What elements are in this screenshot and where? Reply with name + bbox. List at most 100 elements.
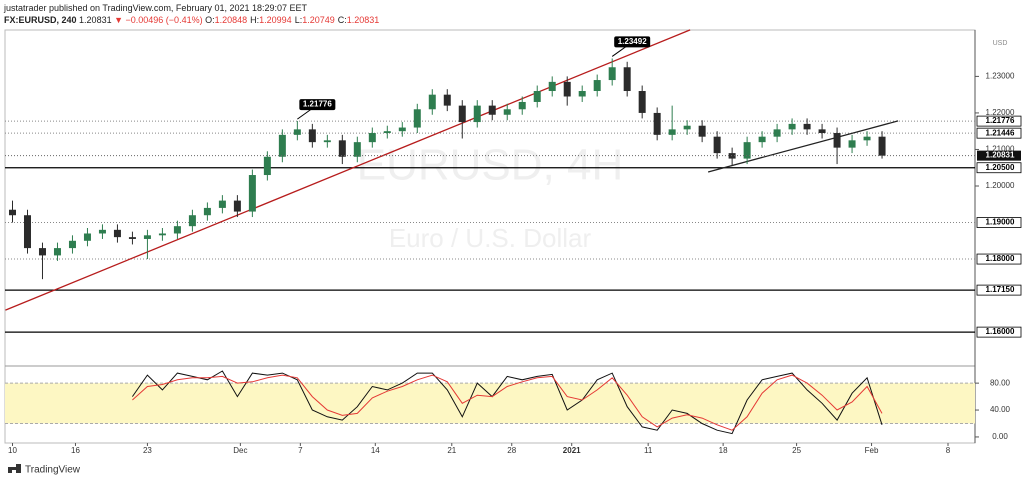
candle-body xyxy=(203,207,211,216)
ohlc-value: 1.20831 xyxy=(346,15,380,25)
candle-body xyxy=(83,233,91,241)
candle-body xyxy=(803,123,811,130)
x-tick-label: 18 xyxy=(719,446,728,455)
y-tick-label: 1.22000 xyxy=(986,108,1015,117)
candle-body xyxy=(458,105,466,123)
level-label: 1.21446 xyxy=(986,128,1015,137)
x-tick-label: 7 xyxy=(298,446,303,455)
candle-body xyxy=(113,229,121,238)
symbol: FX:EURUSD, 240 xyxy=(4,15,77,25)
candle-body xyxy=(38,248,46,256)
ohlc-label: C: xyxy=(337,15,347,25)
x-tick-label: 2021 xyxy=(563,446,581,455)
candle-body xyxy=(8,209,16,216)
candle-body xyxy=(353,142,361,157)
candle-body xyxy=(68,240,76,249)
candle-body xyxy=(818,129,826,134)
candle-body xyxy=(158,233,166,236)
level-label-box xyxy=(976,115,1022,127)
last-price-box xyxy=(977,150,1021,161)
x-tick-label: 11 xyxy=(644,446,653,455)
candle-body xyxy=(833,133,841,148)
watermark-subtitle: Euro / U.S. Dollar xyxy=(389,223,592,253)
candle-body xyxy=(488,105,496,115)
candle-body xyxy=(548,81,556,92)
candle-body xyxy=(578,91,586,97)
candle-body xyxy=(263,156,271,176)
ohlc: O:1.20848 H:1.20994 L:1.20749 C:1.20831 xyxy=(205,15,382,25)
candle-body xyxy=(623,67,631,92)
candle-body xyxy=(278,134,286,157)
stoch-line xyxy=(131,370,883,435)
watermark-title: EURUSD, 4H xyxy=(357,141,624,190)
header: justatrader published on TradingView.com… xyxy=(4,2,382,26)
candle-body xyxy=(188,215,196,227)
candle-body xyxy=(653,112,661,135)
candle-body xyxy=(143,235,151,239)
candle-body xyxy=(128,237,136,239)
level-label: 1.16000 xyxy=(986,327,1015,336)
level-label-box xyxy=(976,162,1022,174)
level-label-box xyxy=(976,284,1022,296)
callout-label: 1.21776 xyxy=(303,100,332,109)
author-line: justatrader published on TradingView.com… xyxy=(4,3,308,13)
candle-body xyxy=(638,91,646,113)
candle-body xyxy=(848,140,856,148)
stoch-line xyxy=(132,374,883,431)
candle-body xyxy=(788,123,796,130)
ohlc-label: L: xyxy=(294,15,303,25)
candle-body xyxy=(368,133,376,143)
candle-body xyxy=(533,91,541,102)
last-price-label: 1.20831 xyxy=(986,151,1015,160)
level-label-box xyxy=(976,253,1022,265)
candle-body xyxy=(518,101,526,110)
candle-body xyxy=(308,129,316,143)
candle-body xyxy=(293,129,301,135)
level-label: 1.17150 xyxy=(986,285,1015,294)
candle-body xyxy=(668,129,676,135)
ohlc-value: 1.20994 xyxy=(259,15,292,25)
level-label: 1.18000 xyxy=(986,254,1015,263)
x-tick-label: 16 xyxy=(71,446,80,455)
candle-body xyxy=(248,175,256,212)
candle-body xyxy=(413,109,421,128)
y-tick-label: 40.00 xyxy=(990,405,1011,414)
candle-body xyxy=(233,200,241,212)
candle-body xyxy=(878,136,886,156)
ohlc-value: 1.20749 xyxy=(302,15,335,25)
currency-label: USD xyxy=(993,40,1008,47)
callout-pointer xyxy=(611,46,627,57)
callout-label: 1.23492 xyxy=(618,37,647,46)
footer-brand: TradingView xyxy=(25,465,81,476)
candle-body xyxy=(713,136,721,154)
ohlc-label: O: xyxy=(205,15,215,25)
callout-box xyxy=(299,99,336,111)
y-tick-label: 1.23000 xyxy=(986,72,1015,81)
candle-body xyxy=(728,153,736,159)
x-tick-label: 21 xyxy=(447,446,456,455)
ohlc-value: 1.20848 xyxy=(214,15,248,25)
x-tick-label: Dec xyxy=(233,446,247,455)
candle-body xyxy=(773,129,781,137)
candle-body xyxy=(383,131,391,134)
candle-body xyxy=(338,140,346,157)
last-price: 1.20831 xyxy=(79,15,112,25)
candle-body xyxy=(758,136,766,143)
candle-body xyxy=(608,67,616,81)
candle-body xyxy=(683,125,691,130)
candle-body xyxy=(503,109,511,115)
candle-body xyxy=(218,200,226,208)
candle-body xyxy=(698,125,706,137)
y-tick-label: 80.00 xyxy=(990,378,1011,387)
candle-body xyxy=(98,229,106,234)
candle-body xyxy=(173,226,181,234)
x-tick-label: 25 xyxy=(792,446,801,455)
change: ▼ −0.00496 (−0.41%) xyxy=(114,15,203,25)
level-label-box xyxy=(976,127,1022,139)
candle-body xyxy=(53,248,61,256)
candle-body xyxy=(323,140,331,143)
candle-body xyxy=(863,136,871,141)
level-label-box xyxy=(976,326,1022,338)
